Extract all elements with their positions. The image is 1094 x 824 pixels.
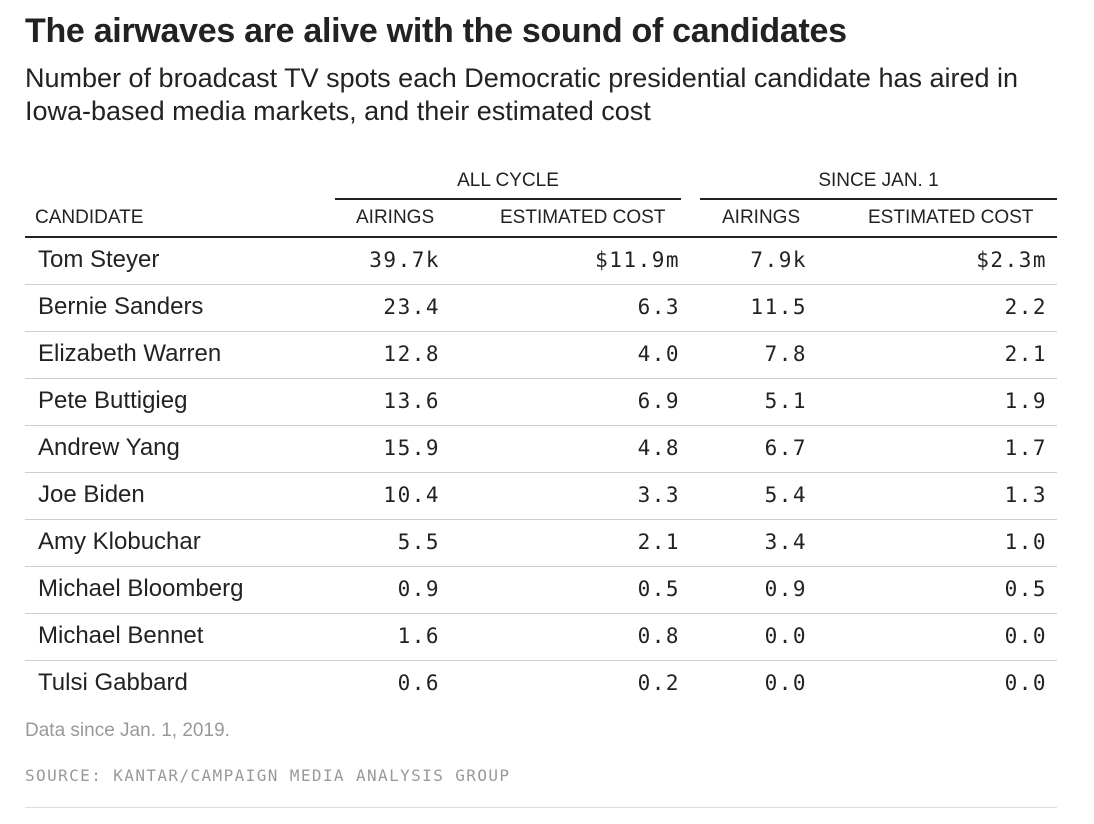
cell-candidate: Tulsi Gabbard xyxy=(38,669,188,696)
table-row: Tom Steyer 39.7k $11.9m 7.9k $2.3m xyxy=(25,238,1057,285)
cell-all-airings: 1.6 xyxy=(397,624,440,648)
cell-all-airings: 23.4 xyxy=(383,295,440,319)
cell-all-cost: 4.0 xyxy=(637,342,680,366)
cell-candidate: Elizabeth Warren xyxy=(38,340,222,367)
column-header-all-cost: ESTIMATED COST xyxy=(500,207,666,228)
column-group-all-cycle: ALL CYCLE xyxy=(335,170,681,200)
cell-since-airings: 11.5 xyxy=(750,295,807,319)
cell-all-cost: 0.5 xyxy=(637,577,680,601)
cell-since-airings: 5.1 xyxy=(764,389,807,413)
cell-since-cost: 2.2 xyxy=(1004,295,1047,319)
cell-all-cost: 0.2 xyxy=(637,671,680,695)
cell-all-airings: 13.6 xyxy=(383,389,440,413)
table-row: Amy Klobuchar 5.5 2.1 3.4 1.0 xyxy=(25,520,1057,567)
cell-candidate: Tom Steyer xyxy=(38,246,160,273)
cell-since-cost: 1.9 xyxy=(1004,389,1047,413)
table-row: Pete Buttigieg 13.6 6.9 5.1 1.9 xyxy=(25,379,1057,426)
cell-since-cost: 2.1 xyxy=(1004,342,1047,366)
table-row: Tulsi Gabbard 0.6 0.2 0.0 0.0 xyxy=(25,661,1057,707)
cell-candidate: Andrew Yang xyxy=(38,434,180,461)
header-rule xyxy=(25,236,1057,238)
column-header-since-airings: AIRINGS xyxy=(722,207,801,228)
cell-since-airings: 0.0 xyxy=(764,624,807,648)
cell-since-cost: 1.3 xyxy=(1004,483,1047,507)
cell-since-cost: $2.3m xyxy=(976,248,1047,272)
data-note: Data since Jan. 1, 2019. xyxy=(25,720,230,741)
cell-all-cost: 6.3 xyxy=(637,295,680,319)
cell-since-airings: 6.7 xyxy=(764,436,807,460)
cell-all-cost: 2.1 xyxy=(637,530,680,554)
cell-all-airings: 10.4 xyxy=(383,483,440,507)
cell-candidate: Pete Buttigieg xyxy=(38,387,188,414)
cell-since-airings: 0.9 xyxy=(764,577,807,601)
cell-all-airings: 0.6 xyxy=(397,671,440,695)
column-header-since-cost: ESTIMATED COST xyxy=(868,207,1034,228)
cell-candidate: Amy Klobuchar xyxy=(38,528,201,555)
cell-all-airings: 5.5 xyxy=(397,530,440,554)
table-row: Michael Bennet 1.6 0.8 0.0 0.0 xyxy=(25,614,1057,661)
table-row: Bernie Sanders 23.4 6.3 11.5 2.2 xyxy=(25,285,1057,332)
cell-all-airings: 39.7k xyxy=(369,248,440,272)
cell-since-airings: 0.0 xyxy=(764,671,807,695)
cell-all-airings: 12.8 xyxy=(383,342,440,366)
cell-candidate: Joe Biden xyxy=(38,481,145,508)
cell-all-cost: 3.3 xyxy=(637,483,680,507)
data-table-body: Tom Steyer 39.7k $11.9m 7.9k $2.3m Bernie San… xyxy=(25,238,1057,707)
cell-all-cost: 4.8 xyxy=(637,436,680,460)
cell-since-airings: 7.8 xyxy=(764,342,807,366)
cell-all-cost: 0.8 xyxy=(637,624,680,648)
table-row: Joe Biden 10.4 3.3 5.4 1.3 xyxy=(25,473,1057,520)
cell-all-airings: 15.9 xyxy=(383,436,440,460)
cell-since-cost: 1.7 xyxy=(1004,436,1047,460)
cell-since-cost: 1.0 xyxy=(1004,530,1047,554)
cell-since-cost: 0.5 xyxy=(1004,577,1047,601)
cell-candidate: Michael Bennet xyxy=(38,622,204,649)
table-row: Michael Bloomberg 0.9 0.5 0.9 0.5 xyxy=(25,567,1057,614)
cell-all-cost: $11.9m xyxy=(595,248,680,272)
chart-subtitle: Number of broadcast TV spots each Democr… xyxy=(25,63,1019,126)
footer-rule xyxy=(25,807,1057,808)
cell-candidate: Michael Bloomberg xyxy=(38,575,244,602)
cell-candidate: Bernie Sanders xyxy=(38,293,204,320)
column-group-since-jan-1: SINCE JAN. 1 xyxy=(700,170,1057,200)
chart-title: The airwaves are alive with the sound of… xyxy=(25,12,847,50)
cell-since-cost: 0.0 xyxy=(1004,624,1047,648)
column-header-all-airings: AIRINGS xyxy=(356,207,435,228)
source-credit: SOURCE: KANTAR/CAMPAIGN MEDIA ANALYSIS G… xyxy=(25,766,511,785)
cell-since-airings: 5.4 xyxy=(764,483,807,507)
cell-since-cost: 0.0 xyxy=(1004,671,1047,695)
column-header-candidate: CANDIDATE xyxy=(35,207,144,228)
table-row: Andrew Yang 15.9 4.8 6.7 1.7 xyxy=(25,426,1057,473)
cell-all-airings: 0.9 xyxy=(397,577,440,601)
cell-since-airings: 7.9k xyxy=(750,248,807,272)
cell-all-cost: 6.9 xyxy=(637,389,680,413)
table-row: Elizabeth Warren 12.8 4.0 7.8 2.1 xyxy=(25,332,1057,379)
cell-since-airings: 3.4 xyxy=(764,530,807,554)
